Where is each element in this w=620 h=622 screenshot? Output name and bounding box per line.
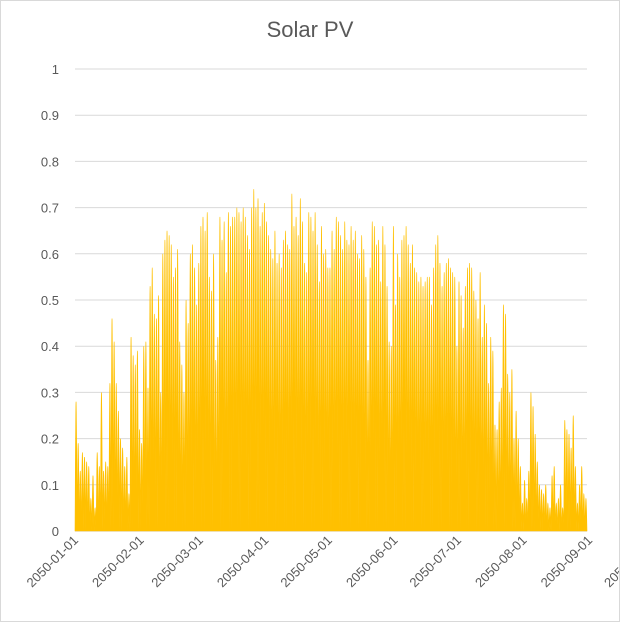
y-tick-label: 0.3	[41, 385, 59, 400]
x-tick-label: 2050-04-01	[214, 533, 272, 591]
x-tick-label: 2050-08-01	[472, 533, 530, 591]
y-tick-label: 0.6	[41, 247, 59, 262]
y-tick-label: 0.4	[41, 339, 59, 354]
x-tick-label: 2050-09-01	[538, 533, 596, 591]
x-tick-label: 2050-05-01	[277, 533, 335, 591]
y-tick-label: 0	[52, 524, 59, 539]
y-tick-label: 0.9	[41, 108, 59, 123]
y-tick-label: 0.8	[41, 154, 59, 169]
y-axis: 0 0.1 0.2 0.3 0.4 0.5 0.6 0.7 0.8 0.9 1	[41, 62, 59, 539]
y-tick-label: 0.1	[41, 478, 59, 493]
x-tick-label: 2050-06-01	[343, 533, 401, 591]
x-tick-label: 2050-02-01	[89, 533, 147, 591]
y-tick-label: 0.7	[41, 201, 59, 216]
x-tick-label: 2050-01-01	[23, 533, 81, 591]
y-tick-label: 0.2	[41, 432, 59, 447]
series-solar-pv	[74, 189, 588, 532]
solar-pv-area	[74, 189, 588, 532]
x-tick-label: 2050-07-01	[406, 533, 464, 591]
x-tick-label: 2050-03-01	[148, 533, 206, 591]
x-axis: 2050-01-01 2050-02-01 2050-03-01 2050-04-01…	[23, 533, 619, 591]
y-tick-label: 1	[52, 62, 59, 77]
y-tick-label: 0.5	[41, 293, 59, 308]
chart-title: Solar PV	[266, 17, 354, 42]
x-tick-label: 2050-10-01	[601, 533, 619, 591]
